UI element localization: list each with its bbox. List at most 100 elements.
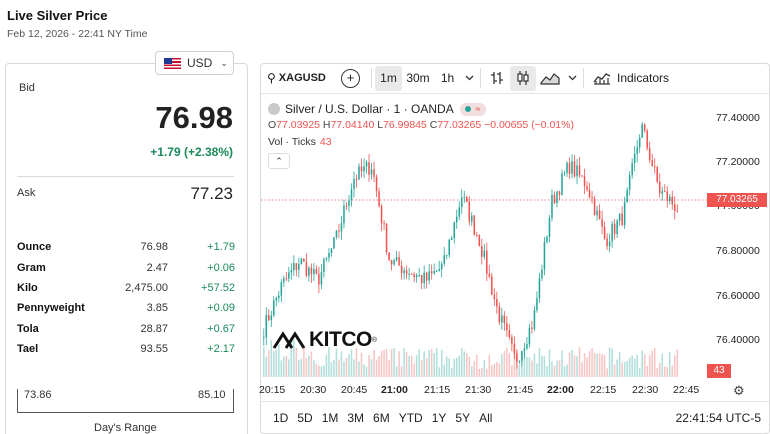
gear-icon[interactable]: ⚙	[733, 383, 745, 398]
candle	[591, 197, 593, 199]
range-5y[interactable]: 5Y	[455, 411, 471, 425]
bar-style-icon[interactable]	[484, 66, 510, 91]
candle	[663, 191, 666, 193]
candle	[300, 258, 303, 265]
volume-bar	[373, 349, 375, 377]
indicators-button[interactable]: Indicators	[593, 66, 669, 91]
candle	[643, 124, 646, 131]
candle	[463, 197, 466, 199]
volume-bar	[671, 365, 674, 377]
unit-name: Ounce	[17, 241, 52, 254]
candle	[355, 178, 358, 180]
range-6m[interactable]: 6M	[373, 411, 390, 425]
quote-panel	[5, 63, 248, 434]
interval-1h[interactable]: 1h	[440, 71, 455, 85]
interval-1m[interactable]: 1m	[375, 65, 402, 91]
volume-bar	[646, 365, 648, 377]
page-subtitle: Feb 12, 2026 - 22:41 NY Time	[7, 28, 148, 40]
candle	[646, 130, 648, 149]
candle	[338, 230, 340, 232]
volume-bar	[498, 363, 501, 377]
chevron-down-icon[interactable]	[564, 66, 580, 91]
volume-bar	[435, 348, 438, 377]
price-chart[interactable]	[261, 95, 707, 381]
high-value: 77.04140	[330, 119, 375, 131]
unit-change: +0.06	[207, 261, 235, 274]
candle	[303, 258, 305, 262]
bid-price: 76.98	[155, 100, 233, 135]
candle	[501, 315, 503, 323]
candle	[538, 278, 541, 299]
candle	[493, 294, 496, 300]
candle	[305, 261, 308, 276]
volume-bar	[551, 361, 553, 377]
range-ytd[interactable]: YTD	[398, 411, 423, 425]
volume-bar	[478, 368, 481, 377]
volume-bar	[440, 349, 443, 377]
candle	[398, 257, 400, 266]
volume-bar	[348, 354, 350, 377]
instrument-name: Silver / U.S. Dollar · 1 · OANDA	[285, 102, 454, 116]
volume-bar	[676, 349, 679, 377]
volume-readout: Vol · Ticks 43	[268, 136, 332, 148]
volume-bar	[390, 349, 393, 377]
volume-bar	[460, 347, 463, 377]
candle	[608, 241, 611, 247]
volume-bar	[608, 347, 611, 377]
volume-bar	[666, 367, 669, 377]
volume-bar	[593, 352, 596, 377]
volume-bar	[395, 366, 398, 377]
candle	[438, 269, 440, 272]
volume-bar	[448, 358, 450, 377]
candle	[445, 255, 448, 257]
volume-bar	[561, 350, 563, 377]
candle	[273, 300, 275, 316]
volume-bar	[455, 357, 458, 377]
candle	[325, 257, 328, 260]
range-1d[interactable]: 1D	[273, 411, 289, 425]
range-all[interactable]: All	[479, 411, 493, 425]
range-1y[interactable]: 1Y	[431, 411, 447, 425]
range-1m[interactable]: 1M	[321, 411, 339, 425]
volume-bars	[263, 339, 679, 377]
candle	[596, 210, 598, 216]
candle	[393, 260, 395, 265]
x-tick-label: 21:30	[465, 384, 492, 396]
candle	[573, 161, 576, 177]
volume-bar	[360, 352, 363, 377]
candle	[491, 276, 493, 295]
unit-price: 2.47	[146, 261, 168, 274]
area-style-icon[interactable]	[536, 66, 564, 91]
volume-bar	[430, 349, 433, 377]
candle	[433, 271, 435, 274]
unit-row-tael: Tael 93.55 +2.17	[17, 339, 235, 359]
unit-price: 3.85	[146, 302, 168, 315]
volume-bar	[370, 359, 373, 377]
candle	[541, 269, 543, 279]
interval-30m[interactable]: 30m	[406, 71, 430, 85]
ohlc-readout: O77.03925 H77.04140 L76.99845 C77.03265 …	[268, 119, 574, 131]
candle	[428, 271, 430, 281]
volume-bar	[368, 355, 370, 377]
days-range-high: 85.10	[198, 389, 226, 401]
range-3m[interactable]: 3M	[347, 411, 365, 425]
volume-bar	[656, 368, 658, 377]
volume-bar	[280, 360, 283, 377]
open-label: O	[268, 119, 277, 131]
volume-bar	[538, 348, 541, 377]
collapse-legend-button[interactable]: ⌃	[268, 153, 290, 169]
volume-bar	[553, 365, 556, 377]
candle	[363, 166, 365, 172]
volume-bar	[578, 347, 581, 377]
chevron-down-icon[interactable]	[461, 66, 477, 91]
volume-bar	[618, 351, 621, 377]
currency-select[interactable]: USD ⌄	[155, 51, 234, 75]
volume-bar	[425, 357, 428, 377]
add-compare-icon[interactable]: +	[341, 68, 360, 88]
candle	[413, 274, 415, 278]
volume-bar	[573, 355, 576, 377]
candle	[613, 223, 616, 235]
candle-style-icon[interactable]	[510, 65, 536, 91]
symbol-search[interactable]: ⚲ XAGUSD	[267, 66, 341, 91]
range-5d[interactable]: 5D	[297, 411, 313, 425]
